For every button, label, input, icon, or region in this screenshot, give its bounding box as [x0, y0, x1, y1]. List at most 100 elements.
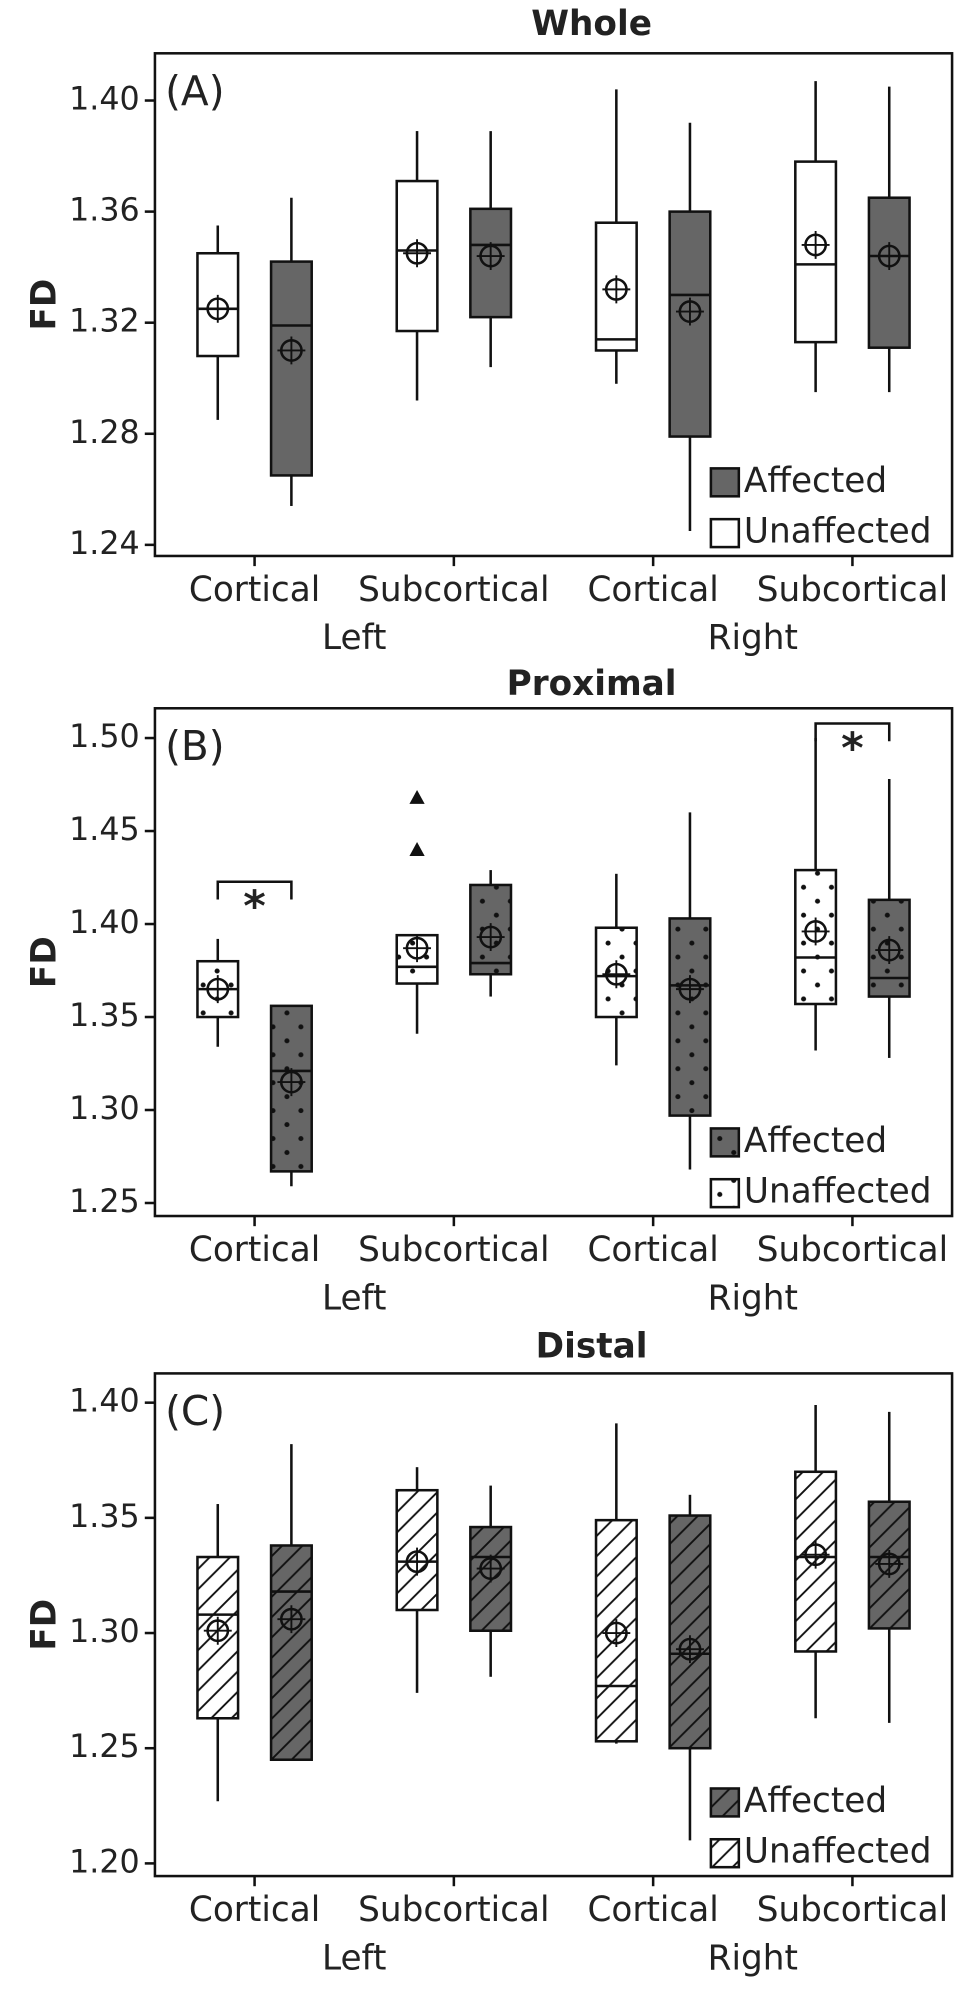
legend-swatch-outline [709, 1787, 741, 1818]
x-tick-label: Cortical [189, 1230, 320, 1270]
mean-cross [875, 936, 904, 965]
legend-swatch-outline [709, 517, 741, 549]
box-pattern [710, 1839, 739, 1868]
legend-label: Unaffected [744, 1172, 932, 1212]
legend-label: Affected [744, 1781, 887, 1821]
legend-swatch-outline [709, 1127, 741, 1158]
box-outline [867, 1500, 911, 1630]
box-outline [469, 1525, 513, 1632]
x-tick-label: Cortical [189, 570, 320, 610]
group-label: Left [322, 618, 386, 658]
mean-cross [203, 294, 232, 323]
box-fill [710, 468, 739, 497]
y-tick-label: 1.28 [69, 415, 140, 451]
box-outline [269, 260, 313, 477]
y-tick-label: 1.35 [69, 1499, 140, 1535]
mean-cross [801, 230, 830, 259]
box-fill [271, 261, 312, 476]
x-tick-label: Cortical [587, 570, 718, 610]
mean-marker [875, 936, 904, 965]
mean-cross [476, 923, 505, 952]
legend-label: Unaffected [744, 512, 932, 552]
box-outline [196, 251, 240, 358]
mean-cross [602, 960, 631, 989]
x-tick-label: Subcortical [358, 1230, 549, 1270]
y-axis-label: FD [24, 936, 64, 988]
box [794, 868, 838, 1006]
mean-cross [476, 242, 505, 271]
mean-cross [801, 917, 830, 946]
y-tick-label: 1.40 [69, 82, 140, 118]
legend-label: Unaffected [744, 1832, 932, 1872]
mean-marker [476, 923, 505, 952]
mean-cross [277, 1605, 306, 1634]
mean-cross [602, 1619, 631, 1647]
legend-swatch [709, 467, 741, 498]
legend-swatch [709, 1127, 741, 1158]
panel: Whole (A) FD 1.24 1.28 1.32 1.36 1.40 Cortical Su… [24, 4, 954, 658]
box-outline [794, 160, 838, 344]
panel-label: (B) [165, 722, 225, 770]
mean-cross [476, 1554, 505, 1583]
legend-swatch-outline [709, 467, 741, 498]
mean-cross [403, 1547, 432, 1576]
box-fill [868, 197, 910, 348]
plot-frame [153, 707, 954, 1218]
legend-swatch [709, 1787, 741, 1818]
mean-cross [875, 1549, 904, 1578]
mean-marker [403, 239, 432, 268]
mean-marker [602, 275, 631, 304]
legend-swatch [709, 1837, 741, 1869]
mean-marker [476, 1554, 505, 1583]
box-outline [395, 1488, 439, 1612]
mean-marker [203, 1616, 232, 1645]
box [269, 260, 313, 477]
chart-title: Distal [536, 1327, 648, 1367]
box-outline [594, 926, 638, 1019]
mean-marker [875, 242, 904, 271]
box-outline [867, 898, 911, 998]
mean-marker [801, 1540, 830, 1569]
y-tick-label: 1.25 [69, 1729, 140, 1765]
x-tick-label: Cortical [587, 1230, 718, 1270]
box-fill [710, 519, 739, 548]
legend-swatch-outline [709, 1177, 741, 1209]
panel-label: (A) [165, 67, 224, 115]
group-label: Right [708, 1278, 798, 1318]
y-tick-label: 1.40 [69, 905, 140, 941]
x-tick-label: Subcortical [358, 570, 549, 610]
mean-marker [277, 1068, 306, 1097]
x-tick-label: Cortical [189, 1890, 320, 1930]
box-pattern [271, 1545, 312, 1760]
mean-cross [675, 1635, 704, 1664]
x-tick-label: Subcortical [757, 1230, 948, 1270]
group-label: Left [322, 1938, 386, 1978]
box-outline [594, 221, 638, 352]
box [794, 1470, 838, 1653]
mean-marker [203, 975, 232, 1004]
x-tick-label: Subcortical [757, 1890, 948, 1930]
box-outline [196, 1555, 240, 1720]
y-tick-label: 1.35 [69, 998, 140, 1034]
box [269, 1544, 313, 1762]
box-outline [395, 179, 439, 333]
mean-marker [277, 336, 306, 365]
significance-bracket [216, 880, 293, 900]
box [668, 917, 712, 1117]
legend-swatch-outline [709, 1837, 741, 1869]
mean-marker [203, 294, 232, 323]
mean-marker [675, 1635, 704, 1664]
box-outline [269, 1544, 313, 1762]
box [196, 1555, 240, 1720]
x-tick-label: Subcortical [358, 1890, 549, 1930]
box-pattern [669, 918, 711, 1116]
mean-marker [403, 1547, 432, 1576]
y-tick-label: 1.36 [69, 193, 140, 229]
y-tick-label: 1.40 [69, 1384, 140, 1420]
mean-marker [675, 297, 704, 326]
y-tick-label: 1.30 [69, 1091, 140, 1127]
mean-marker [602, 1619, 631, 1647]
panel: Proximal (B) FD 1.25 1.30 1.35 1.40 1.45 1.50 Cor… [24, 664, 954, 1318]
mean-marker [476, 242, 505, 271]
